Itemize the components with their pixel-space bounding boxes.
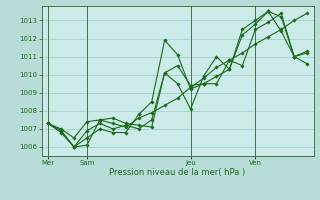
X-axis label: Pression niveau de la mer( hPa ): Pression niveau de la mer( hPa ) [109, 168, 246, 177]
